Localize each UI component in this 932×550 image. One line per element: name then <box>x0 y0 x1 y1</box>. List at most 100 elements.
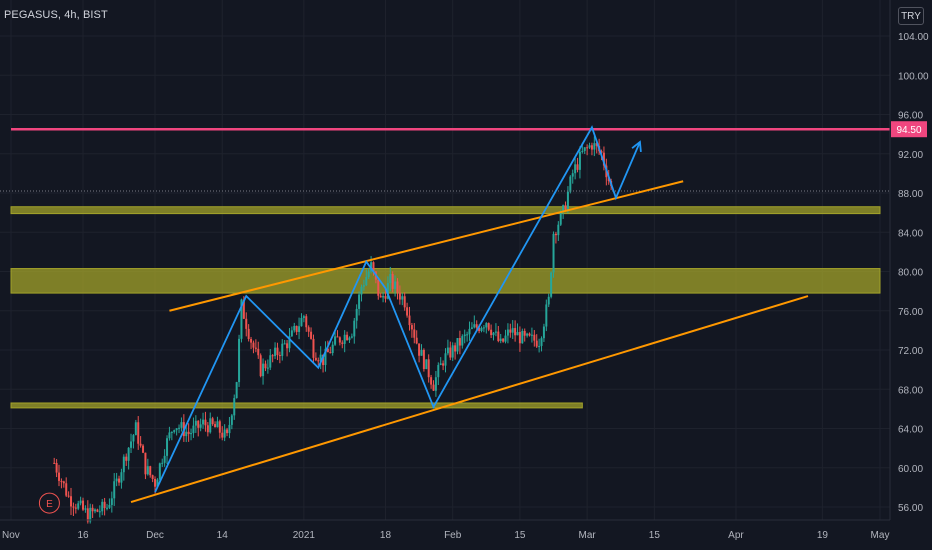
price-axis[interactable]: 56.00 60.00 64.00 68.00 72.00 76.00 80.00 84.00… <box>889 0 929 520</box>
candle-body <box>600 151 603 153</box>
candle-body <box>379 295 382 298</box>
candle-body <box>485 323 488 328</box>
candle-body <box>430 377 433 385</box>
candle-body <box>302 316 305 318</box>
candle-body <box>175 428 178 431</box>
candle-body <box>187 431 190 435</box>
candle-body <box>314 357 317 361</box>
x-tick-label: Mar <box>579 530 597 541</box>
candle-body <box>86 508 89 522</box>
y-tick-label: 76.00 <box>898 307 923 318</box>
candle-body <box>146 466 149 475</box>
wave-arrowhead <box>631 140 642 153</box>
x-tick-label: 19 <box>817 530 829 541</box>
x-tick-label: 16 <box>77 530 89 541</box>
candle-body <box>142 445 145 453</box>
candle-body <box>552 233 555 273</box>
candle-body <box>230 415 233 425</box>
candle-body <box>82 500 85 510</box>
candle-body <box>377 279 380 296</box>
candle-body <box>478 327 481 331</box>
candle-body <box>110 498 113 506</box>
y-tick-label: 60.00 <box>898 464 923 475</box>
candle-body <box>511 328 514 333</box>
candle-body <box>170 431 173 433</box>
candle-body <box>360 286 363 295</box>
candle-body <box>571 173 574 177</box>
candle-body <box>223 429 226 438</box>
time-axis[interactable]: Nov 16 Dec 14 2021 18 Feb 15 Mar 15 Apr 19 May <box>0 519 890 541</box>
candle-body <box>74 507 77 509</box>
x-tick-label: 15 <box>649 530 661 541</box>
candle-body <box>194 420 197 426</box>
candle-body <box>583 147 586 151</box>
candle-body <box>106 507 109 509</box>
currency-button[interactable]: TRY <box>898 7 924 25</box>
candle-body <box>550 272 553 297</box>
y-tick-label: 64.00 <box>898 425 923 436</box>
candle-body <box>554 233 557 236</box>
candle-body <box>158 463 161 480</box>
candle-body <box>348 337 351 341</box>
candle-body <box>79 500 82 504</box>
candle-body <box>506 329 509 336</box>
candle-body <box>53 462 56 464</box>
candle-body <box>77 503 80 509</box>
candle-body <box>322 354 325 366</box>
candle-body <box>336 336 339 338</box>
candle-body <box>475 324 478 328</box>
candle-body <box>144 452 147 475</box>
candle-body <box>410 325 413 330</box>
candle-body <box>389 273 392 284</box>
candle-body <box>343 334 346 344</box>
candle-body <box>221 432 224 438</box>
candle-body <box>132 435 135 442</box>
candle-body <box>218 421 221 433</box>
candle-body <box>466 334 469 336</box>
candle-body <box>286 343 289 349</box>
candle-body <box>154 478 157 487</box>
channel-upper <box>169 180 684 312</box>
candle-body <box>562 205 565 212</box>
annotations: E <box>0 125 890 514</box>
candle-body <box>324 348 327 366</box>
candle-body <box>266 367 269 369</box>
x-tick-label: 2021 <box>293 530 316 541</box>
candle-body <box>55 462 58 473</box>
candle-body <box>473 324 476 328</box>
y-tick-label: 88.00 <box>898 189 923 200</box>
candle-body <box>298 326 301 332</box>
candle-body <box>190 433 193 435</box>
candle-body <box>576 164 579 170</box>
candle-body <box>341 342 344 344</box>
candle-body <box>259 355 262 377</box>
x-tick-label: May <box>871 530 890 541</box>
chart-title: PEGASUS, 4h, BIST <box>4 9 108 21</box>
candle-body <box>449 347 452 358</box>
candle-body <box>192 425 195 434</box>
y-tick-label: 80.00 <box>898 268 923 279</box>
candle-body <box>120 472 123 483</box>
candle-body <box>94 509 97 512</box>
candle-body <box>581 150 584 152</box>
candle-body <box>499 338 502 341</box>
candle-body <box>319 354 322 362</box>
candle-body <box>338 337 341 343</box>
candle-body <box>139 443 142 446</box>
candle-body <box>293 325 296 331</box>
candle-body <box>204 419 207 426</box>
candle-body <box>290 330 293 337</box>
candle-body <box>432 384 435 391</box>
wave-path <box>154 125 641 493</box>
candle-body <box>125 456 128 461</box>
candle-body <box>118 478 121 483</box>
candle-body <box>353 320 356 337</box>
candle-body <box>492 332 495 336</box>
candle-body <box>274 347 277 357</box>
candle-body <box>468 328 471 335</box>
candle-body <box>310 331 313 339</box>
x-tick-label: Apr <box>728 530 744 541</box>
candle-body <box>206 425 209 433</box>
candle-body <box>422 349 425 370</box>
